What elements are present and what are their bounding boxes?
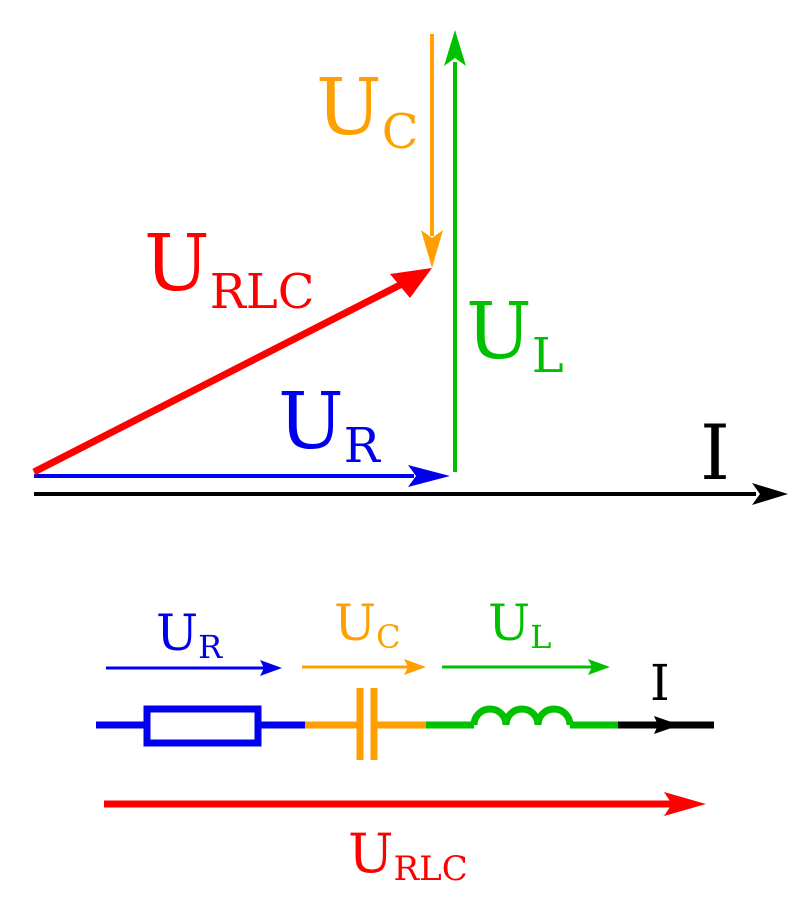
circuit-current-label: I (650, 654, 670, 712)
ul-phasor-label: UL (466, 287, 564, 384)
capacitor-symbol (305, 688, 426, 760)
circuit-uc-arrow (302, 659, 426, 675)
circuit-ul-arrow (442, 659, 610, 675)
circuit-ur-label: UR (156, 604, 223, 666)
current-axis-label: I (700, 408, 730, 497)
circuit-uc-label: UC (334, 594, 401, 656)
current-wire (618, 716, 714, 734)
uc-phasor (421, 34, 443, 268)
circuit-diagram: UR UC UL I (96, 594, 714, 889)
urlc-phasor (32, 268, 432, 476)
current-axis (34, 483, 788, 505)
inductor-symbol (426, 705, 618, 729)
phasor-diagram: I UR UL UC URLC (32, 30, 788, 505)
resistor-symbol (96, 705, 305, 747)
circuit-ur-arrow (106, 660, 282, 676)
ur-phasor-label: UR (278, 377, 382, 474)
ur-phasor (34, 465, 450, 487)
circuit-urlc-label: URLC (348, 822, 468, 889)
ul-phasor (444, 30, 466, 472)
circuit-urlc-arrow (104, 792, 706, 816)
urlc-phasor-label: URLC (144, 219, 315, 320)
circuit-ul-label: UL (488, 594, 551, 656)
uc-phasor-label: UC (316, 63, 418, 160)
